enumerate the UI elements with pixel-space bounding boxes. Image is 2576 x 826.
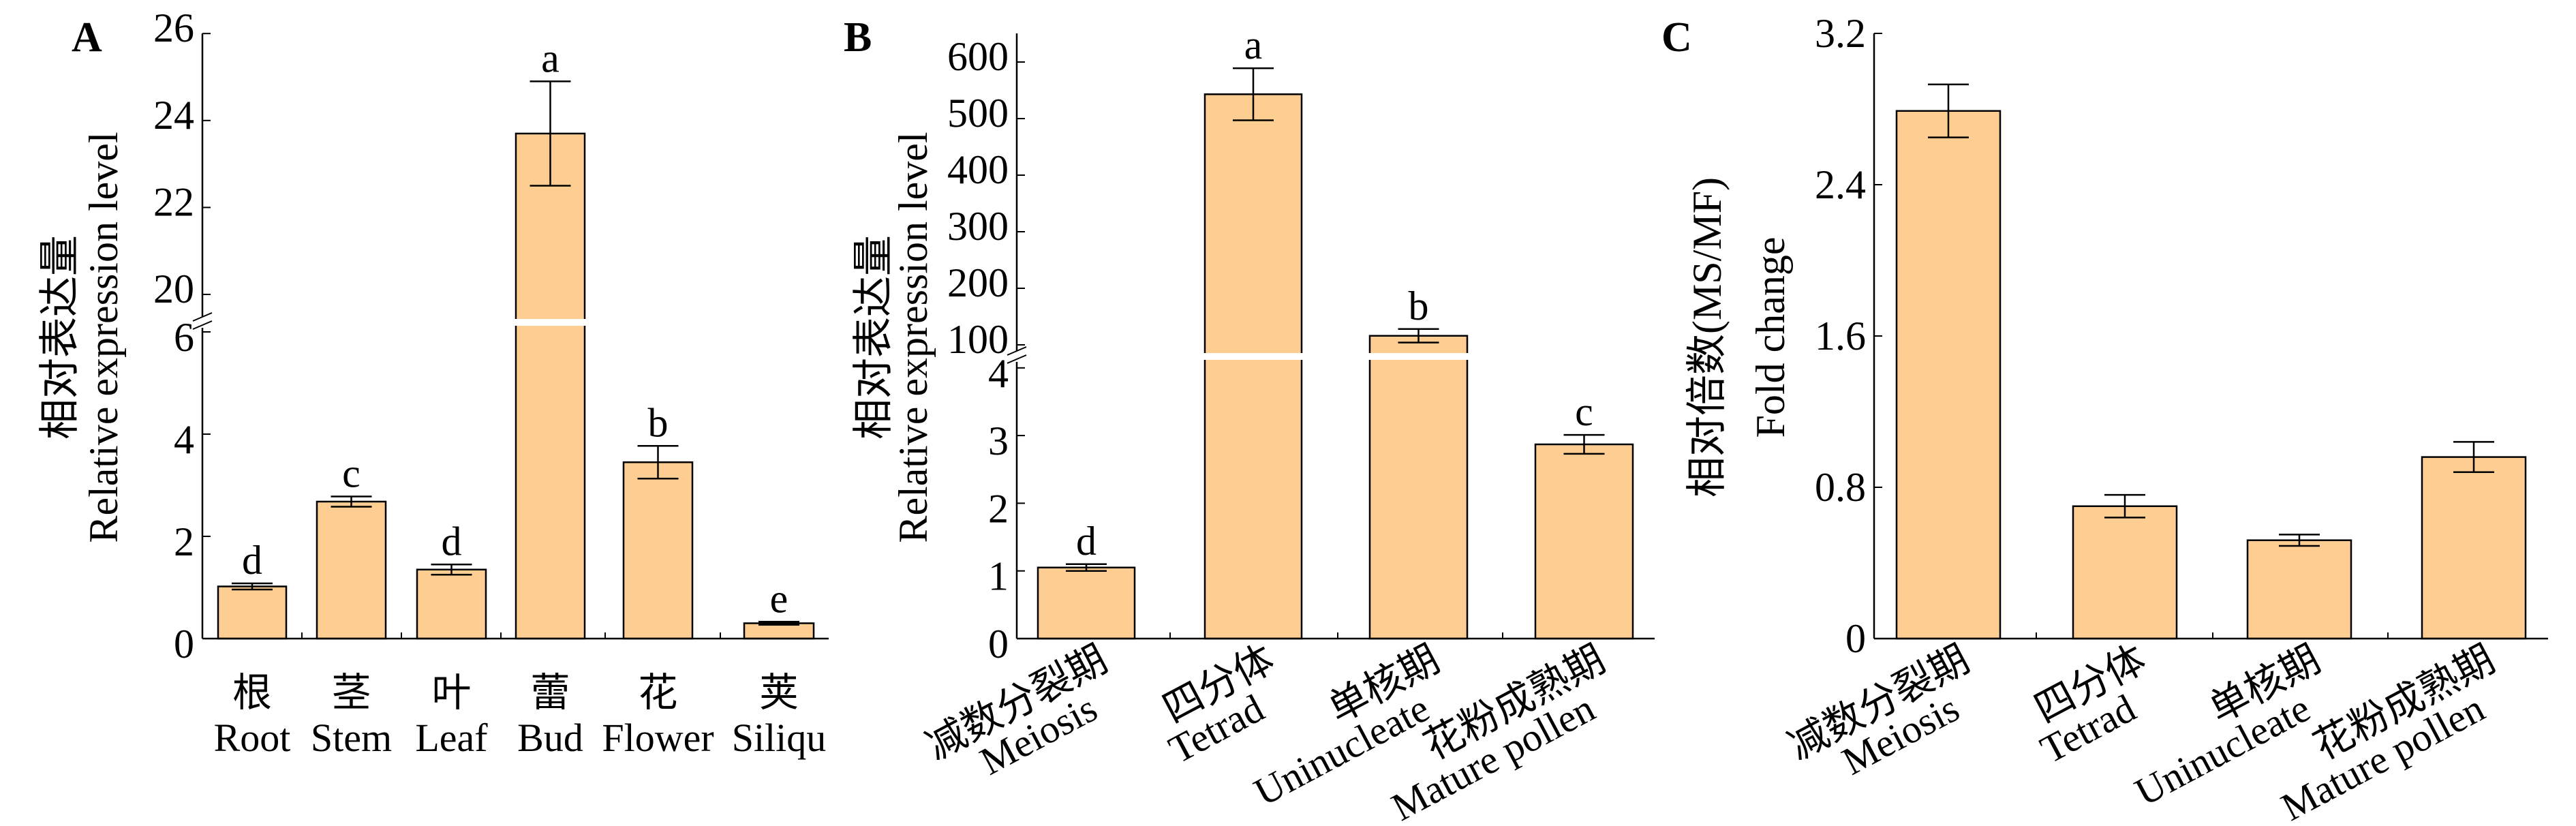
y-tick-label: 1.6: [1815, 313, 1866, 358]
bar: [316, 500, 387, 640]
category-label-cn: 茎: [331, 671, 371, 715]
category-label-cn: 荚: [759, 671, 799, 715]
significance-letter: e: [770, 576, 788, 621]
significance-letter: c: [1575, 389, 1593, 434]
bar: [1534, 443, 1634, 640]
y-axis-label-cn: 相对表达量: [37, 235, 82, 440]
y-tick-label: 2: [988, 486, 1009, 531]
category-label-cn: 叶: [431, 671, 471, 715]
bar: [1895, 110, 2002, 640]
y-tick-label: 100: [947, 317, 1009, 362]
axis-break-mark: [1007, 346, 1027, 356]
bar: [1037, 566, 1136, 640]
y-axis-label: Relative expression level: [81, 132, 126, 542]
panel-label: C: [1661, 14, 1692, 61]
bar: [1203, 93, 1303, 640]
category-label-cn: 根: [232, 671, 272, 715]
y-tick-label: 600: [947, 34, 1009, 79]
significance-letter: d: [1076, 519, 1097, 564]
significance-letter: d: [242, 538, 262, 583]
category-label-cn: 蕾: [530, 671, 570, 715]
significance-letter: a: [541, 35, 559, 80]
bar: [416, 568, 487, 640]
y-tick-label: 4: [174, 417, 194, 462]
bar: [2072, 505, 2178, 640]
axis-break-mark: [1007, 354, 1027, 364]
y-axis-label: Relative expression level: [891, 132, 936, 542]
bar-break-gap: [514, 319, 587, 326]
y-axis-label: Fold change: [1748, 237, 1793, 438]
y-tick-label: 26: [153, 5, 194, 50]
significance-letter: a: [1244, 22, 1263, 67]
y-tick-label: 0: [1845, 616, 1866, 661]
y-tick-label: 0: [174, 622, 194, 667]
bar: [217, 585, 288, 640]
y-tick-label: 500: [947, 91, 1009, 136]
bar: [2421, 456, 2527, 640]
bar-break-gap: [1368, 353, 1469, 360]
y-tick-label: 4: [988, 351, 1009, 396]
significance-letter: d: [442, 519, 462, 564]
significance-letter: b: [1409, 284, 1429, 328]
bar: [1368, 335, 1469, 640]
bar-break-gap: [1203, 353, 1304, 360]
y-tick-label: 24: [153, 93, 194, 138]
y-tick-label: 1: [988, 554, 1009, 599]
category-label: Bud: [517, 716, 583, 760]
y-tick-label: 2: [174, 519, 194, 564]
y-tick-label: 6: [174, 315, 194, 360]
significance-letter: b: [648, 400, 669, 445]
y-tick-label: 3: [988, 418, 1009, 463]
panel-label: B: [844, 14, 872, 61]
category-label: Leaf: [415, 716, 488, 760]
category-label: Stem: [311, 716, 392, 760]
y-tick-label: 300: [947, 204, 1009, 249]
y-axis-label-cn: 相对表达量: [851, 235, 896, 440]
y-tick-label: 0.8: [1815, 465, 1866, 510]
y-tick-label: 3.2: [1815, 11, 1866, 56]
category-label: Root: [214, 716, 291, 760]
axis-break-mark: [192, 320, 213, 330]
y-tick-label: 2.4: [1815, 162, 1866, 207]
y-tick-label: 400: [947, 147, 1009, 192]
category-label-cn: 花: [638, 671, 677, 715]
panel-label: A: [72, 14, 102, 61]
category-label: Flower: [602, 716, 714, 760]
y-tick-label: 0: [988, 622, 1009, 667]
bar: [2246, 539, 2352, 640]
bar: [515, 132, 586, 640]
bar: [622, 461, 694, 640]
y-axis-label-cn: 相对倍数(MS/MF): [1685, 177, 1730, 498]
axis-break-mark: [192, 312, 213, 322]
category-label: Siliqu: [732, 716, 827, 760]
y-tick-label: 20: [153, 266, 194, 311]
y-tick-label: 22: [153, 179, 194, 224]
significance-letter: c: [342, 451, 361, 496]
y-tick-label: 200: [947, 260, 1009, 305]
